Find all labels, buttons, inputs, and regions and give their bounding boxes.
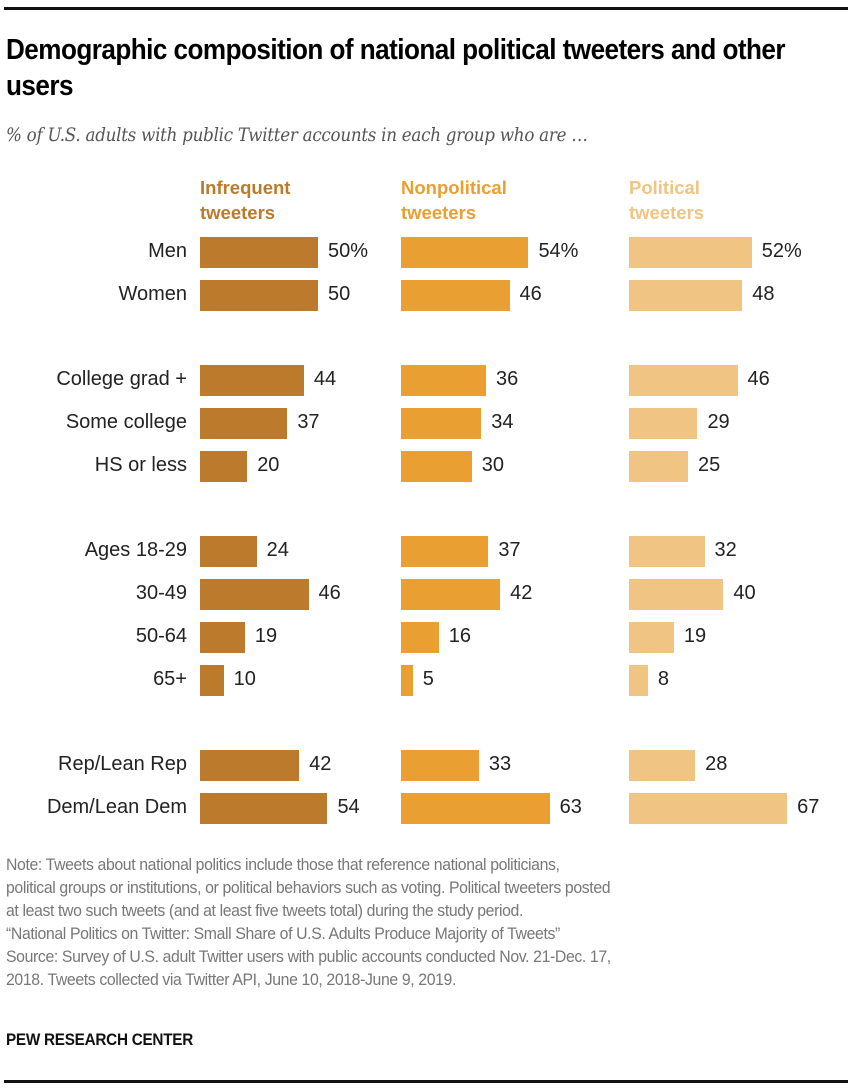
data-label: 46 [519,283,542,305]
data-label: 36 [495,368,519,390]
data-label: 30 [481,454,505,476]
data-label: 42 [510,582,533,604]
data-label: 37 [297,411,320,433]
bar [401,451,472,482]
category-label: Dem/Lean Dem [46,796,187,818]
bar [401,665,413,696]
bar [200,665,224,696]
data-label: 52% [761,240,802,262]
bar [200,579,309,610]
data-label: 20 [257,454,280,476]
data-label: 19 [683,625,707,647]
data-label: 46 [318,582,341,604]
bar [629,280,743,311]
data-label: 50 [328,283,351,305]
bar [401,237,529,268]
data-label: 8 [657,668,669,690]
data-label: 44 [313,368,337,390]
top-rule [4,7,848,10]
data-label: 54 [337,796,360,818]
bar [629,365,738,396]
bar [629,750,696,781]
bar [629,408,698,439]
chart-subtitle: % of U.S. adults with public Twitter acc… [6,124,588,146]
data-label: 37 [498,539,521,561]
category-label: 30-49 [135,582,187,604]
data-label: 33 [488,753,512,775]
category-label: HS or less [94,454,187,476]
bar [401,365,486,396]
bar [200,750,300,781]
data-label: 50% [328,240,369,262]
category-label: 65+ [153,668,187,690]
data-label: 25 [698,454,721,476]
data-label: 5 [422,668,434,690]
bar [200,536,257,567]
bar [629,237,752,268]
legend-nonpolitical-tweeters: Nonpolitical tweeters [401,177,507,223]
bar [200,237,318,268]
legend-political-tweeters: Political tweeters [629,177,705,223]
category-label: Some college [65,411,187,433]
category-label: Women [118,283,187,305]
data-label: 28 [705,753,728,775]
data-label: 42 [309,753,332,775]
bar [401,750,479,781]
bar [629,793,788,824]
data-label: 46 [747,368,770,390]
bar [401,622,439,653]
category-label: Men [148,240,187,262]
data-label: 63 [559,796,582,818]
data-label: 19 [254,625,278,647]
data-label: 48 [752,283,775,305]
data-label: 10 [233,668,256,690]
data-label: 32 [714,539,737,561]
bar [629,536,705,567]
data-label: 16 [448,625,471,647]
data-label: 24 [266,539,289,561]
category-label: Rep/Lean Rep [58,753,187,775]
bar [401,408,482,439]
bar [629,665,648,696]
bar [401,579,501,610]
category-label: College grad + [56,368,187,390]
data-label: 34 [491,411,514,433]
bar [401,536,489,567]
legend-infrequent-tweeters: Infrequent tweeters [200,177,291,223]
data-label: 67 [797,796,820,818]
bar [200,451,248,482]
category-label: Ages 18-29 [84,539,187,561]
bar [200,365,304,396]
bar [629,579,724,610]
data-label: 54% [538,240,579,262]
bar [629,451,688,482]
bar [200,408,288,439]
bar [401,793,550,824]
bar [629,622,674,653]
chart-title: Demographic composition of national poli… [6,34,786,102]
bar [200,793,328,824]
chart-note: Note: Tweets about national politics inc… [6,855,611,989]
pew-research-center-logo: PEW RESEARCH CENTER [6,1030,193,1049]
bottom-rule [4,1080,848,1083]
category-label: 50-64 [135,625,187,647]
bar [200,622,245,653]
bar [401,280,510,311]
data-label: 40 [733,582,756,604]
bar [200,280,318,311]
data-label: 29 [707,411,730,433]
